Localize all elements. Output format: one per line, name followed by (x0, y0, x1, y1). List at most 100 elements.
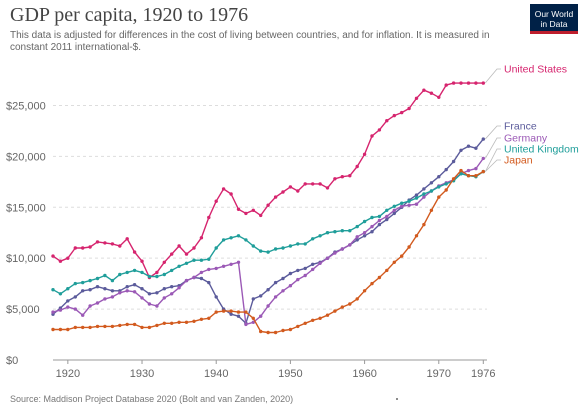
data-point-united-states (422, 88, 426, 92)
data-point-france (266, 288, 270, 292)
data-point-france (451, 159, 456, 164)
x-tick-label: 1950 (278, 368, 302, 380)
data-point-united-kingdom (303, 242, 307, 246)
data-point-united-kingdom (140, 270, 144, 275)
data-point-germany (362, 231, 367, 235)
series-label-united-kingdom: United Kingdom (504, 144, 579, 156)
data-point-germany (348, 243, 352, 247)
data-point-united-states (459, 81, 463, 85)
data-point-japan (110, 324, 115, 329)
data-point-germany (192, 275, 196, 280)
data-point-germany (355, 235, 359, 239)
data-point-japan (325, 313, 330, 317)
data-point-united-states (81, 246, 85, 250)
data-point-united-kingdom (414, 196, 419, 200)
data-point-united-states (125, 237, 129, 241)
data-point-united-states (333, 177, 337, 181)
data-point-japan (303, 321, 307, 325)
data-point-germany (340, 247, 344, 251)
data-point-united-kingdom (88, 278, 92, 283)
data-point-japan (451, 177, 456, 181)
series-label-united-states: United States (504, 64, 567, 76)
data-point-germany (140, 296, 144, 300)
y-tick-label: $5,000 (6, 304, 40, 316)
data-point-united-kingdom (370, 215, 374, 220)
data-point-japan (229, 309, 233, 313)
data-point-united-states (177, 244, 181, 248)
decorative-dot (396, 398, 398, 400)
data-point-france (259, 294, 263, 298)
data-point-germany (251, 320, 255, 324)
series-label-germany: Germany (504, 133, 548, 145)
data-point-japan (221, 309, 226, 313)
data-point-united-kingdom (125, 270, 129, 275)
data-point-united-kingdom (66, 287, 70, 291)
data-point-japan (66, 327, 70, 332)
data-point-germany (95, 301, 100, 305)
data-point-japan (340, 305, 344, 309)
data-point-france (474, 146, 478, 150)
data-point-france (251, 297, 255, 301)
data-point-united-kingdom (244, 238, 248, 242)
data-point-france (362, 234, 367, 238)
data-point-france (303, 266, 307, 271)
data-point-germany (110, 295, 115, 299)
data-point-united-kingdom (199, 258, 204, 262)
data-point-united-states (370, 134, 374, 138)
data-point-united-states (184, 252, 189, 256)
data-point-united-states (95, 240, 100, 244)
data-point-japan (437, 195, 441, 199)
data-point-united-states (251, 208, 255, 212)
data-point-germany (147, 302, 152, 306)
data-point-japan (147, 325, 152, 330)
data-point-japan (125, 322, 129, 327)
owid-logo[interactable]: Our World in Data (530, 4, 578, 34)
data-point-united-kingdom (132, 268, 137, 273)
data-point-united-states (429, 91, 434, 95)
data-point-united-states (58, 259, 63, 263)
data-point-united-kingdom (251, 244, 255, 248)
data-point-france (444, 167, 448, 172)
data-point-germany (259, 314, 263, 318)
data-point-united-states (288, 185, 293, 189)
data-point-united-kingdom (355, 224, 359, 229)
data-point-france (207, 280, 211, 285)
data-point-france (125, 285, 129, 289)
data-point-japan (370, 281, 374, 286)
data-point-france (392, 211, 396, 216)
data-point-germany (400, 204, 404, 208)
data-point-germany (199, 270, 204, 275)
data-point-japan (259, 329, 263, 334)
data-point-japan (377, 275, 382, 280)
y-tick-label: $10,000 (6, 253, 46, 265)
data-point-united-kingdom (325, 231, 330, 235)
data-point-united-kingdom (318, 234, 322, 238)
data-point-japan (466, 174, 471, 178)
data-point-japan (132, 322, 137, 327)
data-point-france (147, 292, 152, 296)
data-point-united-states (162, 260, 166, 264)
data-point-united-states (444, 83, 448, 87)
data-point-germany (184, 278, 189, 283)
data-point-united-kingdom (51, 288, 55, 292)
data-point-france (459, 148, 463, 152)
data-point-germany (281, 289, 285, 293)
data-point-united-states (259, 213, 263, 218)
data-point-japan (162, 321, 166, 325)
x-tick-label: 1940 (204, 368, 228, 380)
data-point-united-kingdom (429, 189, 434, 193)
data-point-japan (140, 325, 144, 330)
data-point-japan (207, 316, 211, 320)
data-point-germany (244, 322, 248, 327)
data-point-united-kingdom (407, 199, 411, 203)
data-point-united-states (340, 175, 344, 179)
data-point-united-states (155, 270, 159, 275)
data-point-japan (311, 318, 315, 322)
data-point-united-kingdom (177, 264, 181, 268)
data-point-france (95, 285, 100, 289)
data-point-germany (81, 313, 85, 317)
data-point-united-states (214, 199, 218, 203)
data-point-japan (414, 234, 419, 238)
data-point-germany (311, 267, 315, 272)
data-point-france (170, 285, 174, 289)
